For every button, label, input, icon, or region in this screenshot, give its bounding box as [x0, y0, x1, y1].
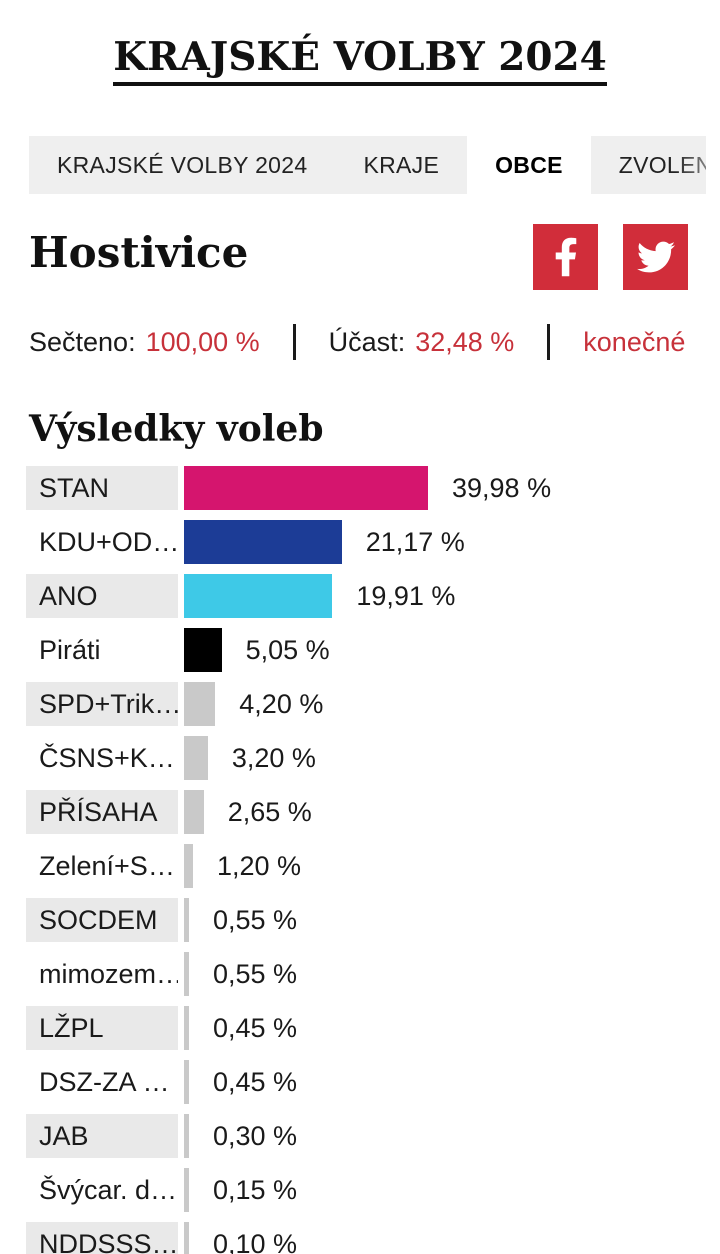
result-row: ANO 19,91 % — [26, 574, 720, 619]
result-row: LŽPL 0,45 % — [26, 1006, 720, 1051]
result-bar — [184, 952, 189, 997]
result-row: STAN 39,98 % — [26, 466, 720, 511]
party-label: Zelení+S… — [39, 850, 175, 881]
result-row: Zelení+S… 1,20 % — [26, 844, 720, 889]
result-bar — [184, 520, 342, 565]
status-badge: konečné — [583, 326, 686, 357]
results-bar-chart: STAN 39,98 % KDU+OD… 21,17 % ANO 19,91 %… — [0, 466, 720, 1254]
result-value: 4,20 % — [239, 688, 324, 719]
party-label: STAN — [26, 466, 178, 511]
facebook-share-button[interactable] — [533, 224, 598, 291]
party-label: Švýcar. d… — [39, 1174, 178, 1205]
site-title-wrap: KRAJSKÉ VOLBY 2024 — [0, 0, 720, 112]
result-row: JAB 0,30 % — [26, 1114, 720, 1159]
result-value: 0,55 % — [213, 904, 298, 935]
result-row: NDDSSS… 0,10 % — [26, 1222, 720, 1254]
result-value: 0,10 % — [213, 1228, 298, 1254]
twitter-share-button[interactable] — [623, 224, 688, 291]
tab-zvoleni-zastupitele[interactable]: ZVOLENÍ ZAS — [590, 136, 706, 195]
results-heading: Výsledky voleb — [29, 408, 324, 451]
result-value: 21,17 % — [365, 526, 465, 557]
result-value: 5,05 % — [245, 634, 330, 665]
result-bar — [184, 736, 208, 781]
result-bar — [184, 628, 222, 673]
result-bar — [184, 1114, 189, 1159]
tab-zvoleni-label: ZVOLENÍ ZAS — [618, 151, 706, 178]
municipality-name: Hostivice — [29, 228, 249, 278]
party-label: SPD+Trik… — [26, 682, 178, 727]
party-label: ANO — [26, 574, 178, 619]
stats-row: Sečteno: 100,00 % Účast: 32,48 % konečné — [29, 324, 691, 361]
divider — [292, 324, 296, 361]
result-bar — [184, 1168, 189, 1213]
party-label: ČSNS+K… — [39, 742, 175, 773]
result-bar — [184, 1060, 189, 1105]
result-row: Piráti 5,05 % — [26, 628, 720, 673]
page-title: KRAJSKÉ VOLBY 2024 — [113, 36, 607, 87]
result-bar — [184, 1006, 189, 1051]
turnout-value: 32,48 % — [415, 326, 515, 357]
result-value: 19,91 % — [356, 580, 456, 611]
result-value: 0,30 % — [213, 1120, 298, 1151]
facebook-icon — [554, 236, 578, 278]
result-value: 0,55 % — [213, 958, 298, 989]
result-value: 1,20 % — [216, 850, 301, 881]
result-bar — [184, 682, 216, 727]
party-label: SOCDEM — [26, 898, 178, 943]
municipality-header: Hostivice — [29, 224, 691, 291]
result-value: 2,65 % — [227, 796, 312, 827]
result-row: ČSNS+K… 3,20 % — [26, 736, 720, 781]
result-bar — [184, 466, 428, 511]
result-row: mimozem… 0,55 % — [26, 952, 720, 997]
share-buttons — [533, 224, 688, 291]
result-row: KDU+OD… 21,17 % — [26, 520, 720, 565]
result-bar — [184, 790, 204, 835]
result-value: 3,20 % — [231, 742, 316, 773]
result-row: SOCDEM 0,55 % — [26, 898, 720, 943]
party-label: KDU+OD… — [39, 526, 178, 557]
result-row: PŘÍSAHA 2,65 % — [26, 790, 720, 835]
divider — [547, 324, 551, 361]
result-bar — [184, 574, 333, 619]
counted-stat: Sečteno: 100,00 % — [29, 327, 260, 358]
turnout-label: Účast: — [328, 326, 406, 357]
tab-bar: KRAJSKÉ VOLBY 2024 KRAJE OBCE ZVOLENÍ ZA… — [29, 136, 706, 195]
tab-kraje[interactable]: KRAJE — [335, 136, 468, 195]
party-label: NDDSSS… — [26, 1222, 178, 1254]
turnout-stat: Účast: 32,48 % — [329, 327, 515, 358]
result-row: Švýcar. d… 0,15 % — [26, 1168, 720, 1213]
result-bar — [184, 844, 193, 889]
party-label: DSZ-ZA … — [39, 1066, 170, 1097]
twitter-icon — [635, 238, 677, 276]
party-label: JAB — [26, 1114, 178, 1159]
result-row: DSZ-ZA … 0,45 % — [26, 1060, 720, 1105]
result-value: 0,15 % — [213, 1174, 298, 1205]
tab-obce[interactable]: OBCE — [467, 136, 591, 195]
result-value: 39,98 % — [452, 472, 552, 503]
result-value: 0,45 % — [213, 1066, 298, 1097]
result-row: SPD+Trik… 4,20 % — [26, 682, 720, 727]
result-bar — [184, 898, 189, 943]
result-value: 0,45 % — [213, 1012, 298, 1043]
party-label: mimozem… — [39, 958, 178, 989]
party-label: PŘÍSAHA — [26, 790, 178, 835]
counted-label: Sečteno: — [29, 326, 136, 357]
tab-krajske-volby[interactable]: KRAJSKÉ VOLBY 2024 — [29, 136, 336, 195]
result-bar — [184, 1222, 189, 1254]
party-label: Piráti — [39, 634, 101, 665]
counted-value: 100,00 % — [145, 326, 260, 357]
party-label: LŽPL — [26, 1006, 178, 1051]
